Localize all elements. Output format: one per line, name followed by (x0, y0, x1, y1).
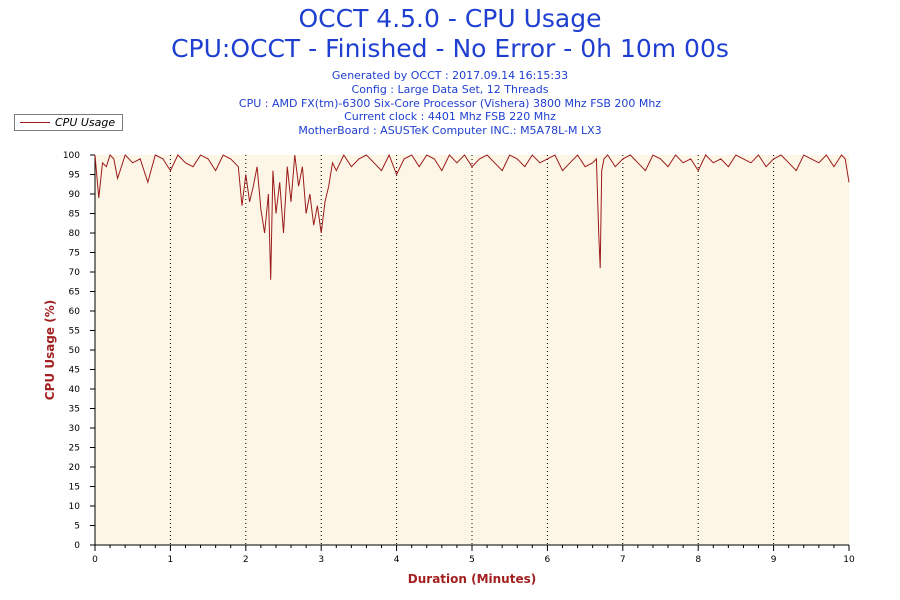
y-axis-title: CPU Usage (%) (43, 300, 57, 400)
y-tick-label: 85 (69, 210, 80, 220)
x-axis-title: Duration (Minutes) (408, 572, 536, 586)
x-tick-label: 1 (168, 555, 174, 565)
x-tick-label: 7 (620, 555, 626, 565)
x-tick-label: 5 (469, 555, 475, 565)
x-axis: 0 1 2 3 4 5 6 7 8 9 10 (92, 544, 855, 565)
y-tick-label: 80 (69, 229, 81, 239)
y-tick-label: 60 (69, 307, 81, 317)
x-tick-label: 6 (545, 555, 551, 565)
x-tick-label: 4 (394, 555, 400, 565)
x-tick-label: 9 (771, 555, 777, 565)
y-tick-label: 10 (69, 502, 81, 512)
y-tick-label: 35 (69, 405, 80, 415)
y-tick-label: 90 (69, 190, 81, 200)
y-tick-label: 50 (69, 346, 81, 356)
x-tick-label: 10 (843, 555, 855, 565)
y-tick-label: 75 (69, 249, 80, 259)
chart-title: OCCT 4.5.0 - CPU Usage (298, 4, 602, 33)
y-tick-label: 65 (69, 288, 80, 298)
legend-swatch (20, 122, 50, 123)
y-tick-label: 0 (74, 541, 80, 551)
y-tick-label: 40 (69, 385, 81, 395)
x-tick-label: 3 (318, 555, 324, 565)
x-tick-label: 0 (92, 555, 98, 565)
y-tick-label: 30 (69, 424, 81, 434)
grid-lines (169, 155, 775, 545)
x-tick-label: 2 (243, 555, 249, 565)
y-tick-label: 25 (69, 444, 80, 454)
y-tick-label: 70 (69, 268, 81, 278)
plot-area (95, 155, 849, 545)
y-tick-label: 95 (69, 171, 80, 181)
x-tick-label: 8 (695, 555, 701, 565)
info-motherboard: MotherBoard : ASUSTeK Computer INC.: M5A… (298, 124, 602, 138)
chart-legend: CPU Usage (14, 114, 123, 131)
y-axis: 0 5 10 15 20 25 30 35 40 45 50 55 60 65 70 75 80 85 90 95 10… (63, 151, 96, 551)
info-generated: Generated by OCCT : 2017.09.14 16:15:33 (331, 69, 569, 82)
info-clock: Current clock : 4401 Mhz FSB 220 Mhz (344, 110, 556, 124)
y-tick-label: 45 (69, 366, 80, 376)
y-tick-label: 20 (69, 463, 81, 473)
series-line-cpu-usage (94, 153, 850, 280)
info-config: Config : Large Data Set, 12 Threads (351, 82, 549, 96)
legend-label: CPU Usage (55, 116, 116, 129)
y-tick-label: 55 (69, 327, 80, 337)
y-tick-label: 100 (63, 151, 80, 161)
info-cpu: CPU : AMD FX(tm)-6300 Six-Core Processor… (238, 96, 662, 110)
info-block: Generated by OCCT : 2017.09.14 16:15:33 … (0, 69, 900, 138)
chart-subtitle: CPU:OCCT - Finished - No Error - 0h 10m … (171, 34, 729, 63)
y-tick-label: 5 (74, 522, 80, 532)
y-tick-label: 15 (69, 483, 80, 493)
